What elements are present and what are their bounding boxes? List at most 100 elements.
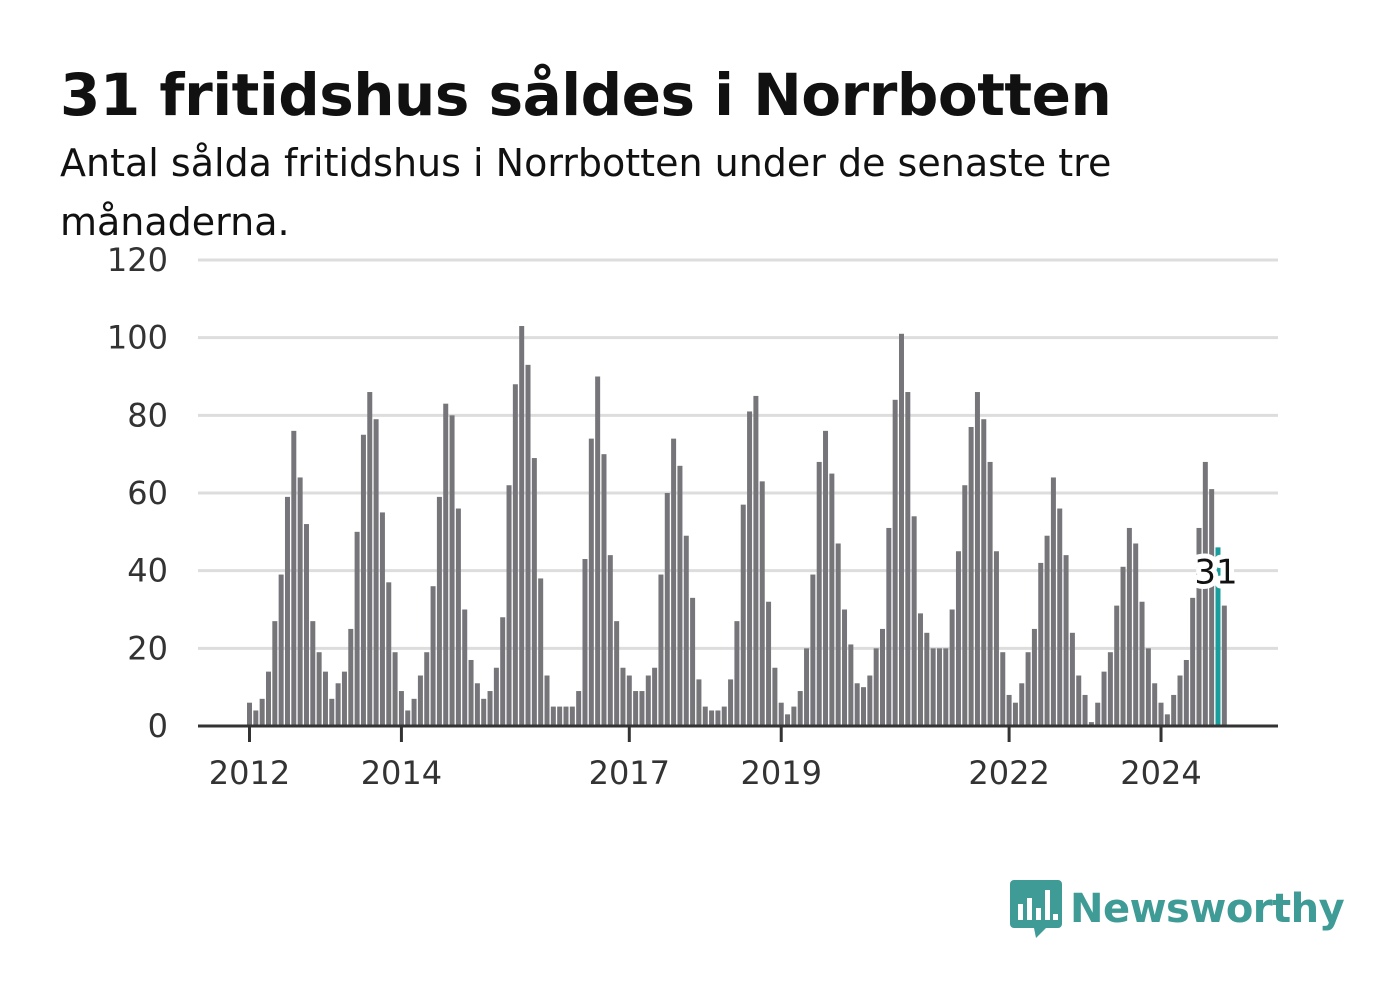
bar [759,481,765,726]
x-tick-label: 2017 [589,754,670,792]
bar [354,531,360,726]
bar [1012,702,1018,726]
chart-title: 31 fritidshus såldes i Norrbotten [60,61,1112,129]
x-tick-label: 2022 [968,754,1049,792]
bar [531,458,537,726]
bar [1038,562,1044,726]
bar [829,473,835,726]
bar [715,710,721,726]
bar [322,671,328,726]
bar [930,648,936,726]
bar [1126,527,1132,726]
bar [740,504,746,726]
bar [1152,683,1158,726]
bar [348,628,354,726]
bar [449,415,455,726]
bar [335,683,341,726]
bar [1158,702,1164,726]
bar [284,496,290,726]
bar [392,652,398,726]
bar [873,648,879,726]
x-tick-label: 2024 [1120,754,1201,792]
bar [728,679,734,726]
bar [778,702,784,726]
bar [468,659,474,726]
bar [512,384,518,726]
bar [1000,652,1006,726]
x-axis: 2012 2014 2017 2019 2022 2024 [198,724,1278,792]
bar [411,698,417,726]
bar [1107,652,1113,726]
bar [974,392,980,726]
bar [1114,605,1120,726]
bar [898,333,904,726]
bar [658,574,664,726]
bar [278,574,284,726]
bar [398,691,404,726]
bar [633,691,639,726]
bar [1101,671,1107,726]
bar [690,597,696,726]
bar [804,648,810,726]
bar [1095,702,1101,726]
bar [386,582,392,726]
bar [867,675,873,726]
bar [291,430,297,726]
bar [1164,714,1170,726]
bar [987,461,993,726]
bar [962,485,968,726]
bar [360,434,366,726]
bar [626,675,632,726]
bar [1025,652,1031,726]
bar [310,621,316,726]
bar [943,648,949,726]
bar [253,710,259,726]
bar [1120,566,1126,726]
bar [1171,694,1177,726]
y-tick-label: 80 [127,396,168,434]
bar [917,613,923,726]
bars [247,326,1227,726]
bar [601,454,607,726]
bar [373,419,379,726]
bar [949,609,955,726]
bar [671,438,677,726]
bar [525,364,531,726]
bar [303,524,309,726]
bar [1145,648,1151,726]
y-tick-label: 40 [127,552,168,590]
bar [493,667,499,726]
bar [1196,527,1202,726]
y-tick-label: 20 [127,629,168,667]
bar [747,411,753,726]
bar [519,326,525,726]
bar [379,512,385,726]
bar [1177,675,1183,726]
bar [652,667,658,726]
bar [1088,722,1094,726]
bar [905,392,911,726]
bar [1082,694,1088,726]
bar [417,675,423,726]
bar [1019,683,1025,726]
bar [316,652,322,726]
y-tick-label: 100 [107,319,168,357]
bar [816,461,822,726]
bar [329,698,335,726]
bar [702,706,708,726]
bar [582,559,588,726]
bar [620,667,626,726]
bar [854,683,860,726]
x-tick-label: 2014 [361,754,442,792]
bar [1133,543,1139,726]
bar [1057,508,1063,726]
bar [981,419,987,726]
bar [797,691,803,726]
bar [538,578,544,726]
newsworthy-chart-bubble-icon [1010,880,1062,938]
bar [645,675,651,726]
bar [500,617,506,726]
bar [886,527,892,726]
